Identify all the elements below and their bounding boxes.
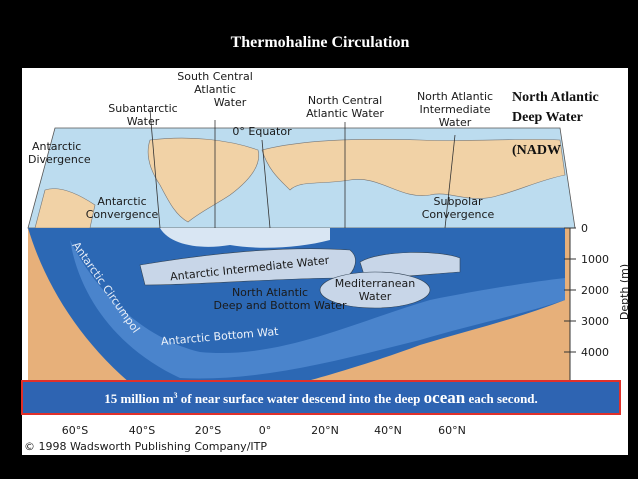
slide-title: Thermohaline Circulation [231, 34, 410, 51]
label-line: Water [214, 96, 247, 109]
caption-emphasis: ocean [424, 388, 466, 407]
label-line: North Atlantic [232, 286, 308, 299]
label: North Central Atlantic Water [306, 94, 384, 120]
latitude-label: 20°S [195, 424, 221, 437]
tick-label: 1000 [581, 253, 609, 266]
tick-label: 4000 [581, 346, 609, 359]
label-line: Atlantic [194, 83, 236, 96]
note-line: Deep Water [512, 110, 583, 125]
label: North Atlantic Intermediate Water [417, 90, 493, 129]
latitude-label: 60°N [438, 424, 466, 437]
label: Antarctic Convergence [86, 195, 159, 221]
land-north [261, 139, 566, 199]
label-line: Water [439, 116, 472, 129]
label: 0° Equator [232, 125, 292, 138]
latitude-labels: 60°S 40°S 20°S 0° 20°N 40°N 60°N [62, 424, 466, 437]
label-line: North Central [308, 94, 382, 107]
tick-label: 0 [581, 222, 588, 235]
caption: 15 million m3 of near surface water desc… [104, 388, 538, 407]
pointer [444, 134, 456, 229]
label-line: Subpolar [434, 195, 483, 208]
label-line: North Atlantic [417, 90, 493, 103]
depth-ticks: 0 1000 2000 3000 4000 [564, 222, 609, 359]
label-line: Convergence [86, 208, 159, 221]
latitude-label: 0° [259, 424, 272, 437]
caption-text: each second. [468, 391, 537, 406]
label-line: Water [127, 115, 160, 128]
label: South Central Atlantic Water [177, 70, 253, 109]
label-line: Water [359, 290, 392, 303]
tick-label: 2000 [581, 284, 609, 297]
latitude-label: 40°N [374, 424, 402, 437]
side-note: North Atlantic Deep Water (NADW [512, 90, 599, 158]
label-line: Intermediate [420, 103, 491, 116]
latitude-label: 40°S [129, 424, 155, 437]
caption-text: of near surface water descend into the d… [178, 391, 421, 406]
label-line: South Central [177, 70, 253, 83]
deep-water-band [70, 240, 565, 379]
label: Subantarctic Water [108, 102, 177, 128]
caption-superscript: 3 [174, 391, 178, 400]
label: Antarctic Divergence [28, 140, 91, 166]
intermediate-water [139, 248, 356, 286]
label-line: Divergence [28, 153, 91, 166]
land-south-america [147, 137, 260, 223]
caption-text: 15 million m [104, 391, 174, 406]
label: Mediterranean Water [335, 277, 415, 303]
label: North Atlantic Deep and Bottom Water [213, 286, 347, 312]
copyright: © 1998 Wadsworth Publishing Company/ITP [24, 440, 267, 453]
land-antarctica [34, 188, 96, 229]
label-line: Antarctic [32, 140, 81, 153]
note-line: (NADW [512, 143, 561, 158]
label-line: Atlantic Water [306, 107, 384, 120]
pointer [149, 109, 161, 229]
latitude-label: 60°S [62, 424, 88, 437]
mediterranean-water [319, 271, 431, 309]
tick-label: 3000 [581, 315, 609, 328]
axis-title: Depth (m) [618, 264, 631, 320]
surface-water [160, 228, 330, 248]
label: Subpolar Convergence [422, 195, 495, 221]
label-line: Subantarctic [108, 102, 177, 115]
latitude-label: 20°N [311, 424, 339, 437]
label-line: Convergence [422, 208, 495, 221]
caption-box [21, 380, 621, 415]
pointer [261, 139, 271, 229]
note-line: North Atlantic [512, 90, 599, 105]
label-line: Deep and Bottom Water [213, 299, 347, 312]
label-line: Antarctic [97, 195, 146, 208]
label-line: Mediterranean [335, 277, 415, 290]
